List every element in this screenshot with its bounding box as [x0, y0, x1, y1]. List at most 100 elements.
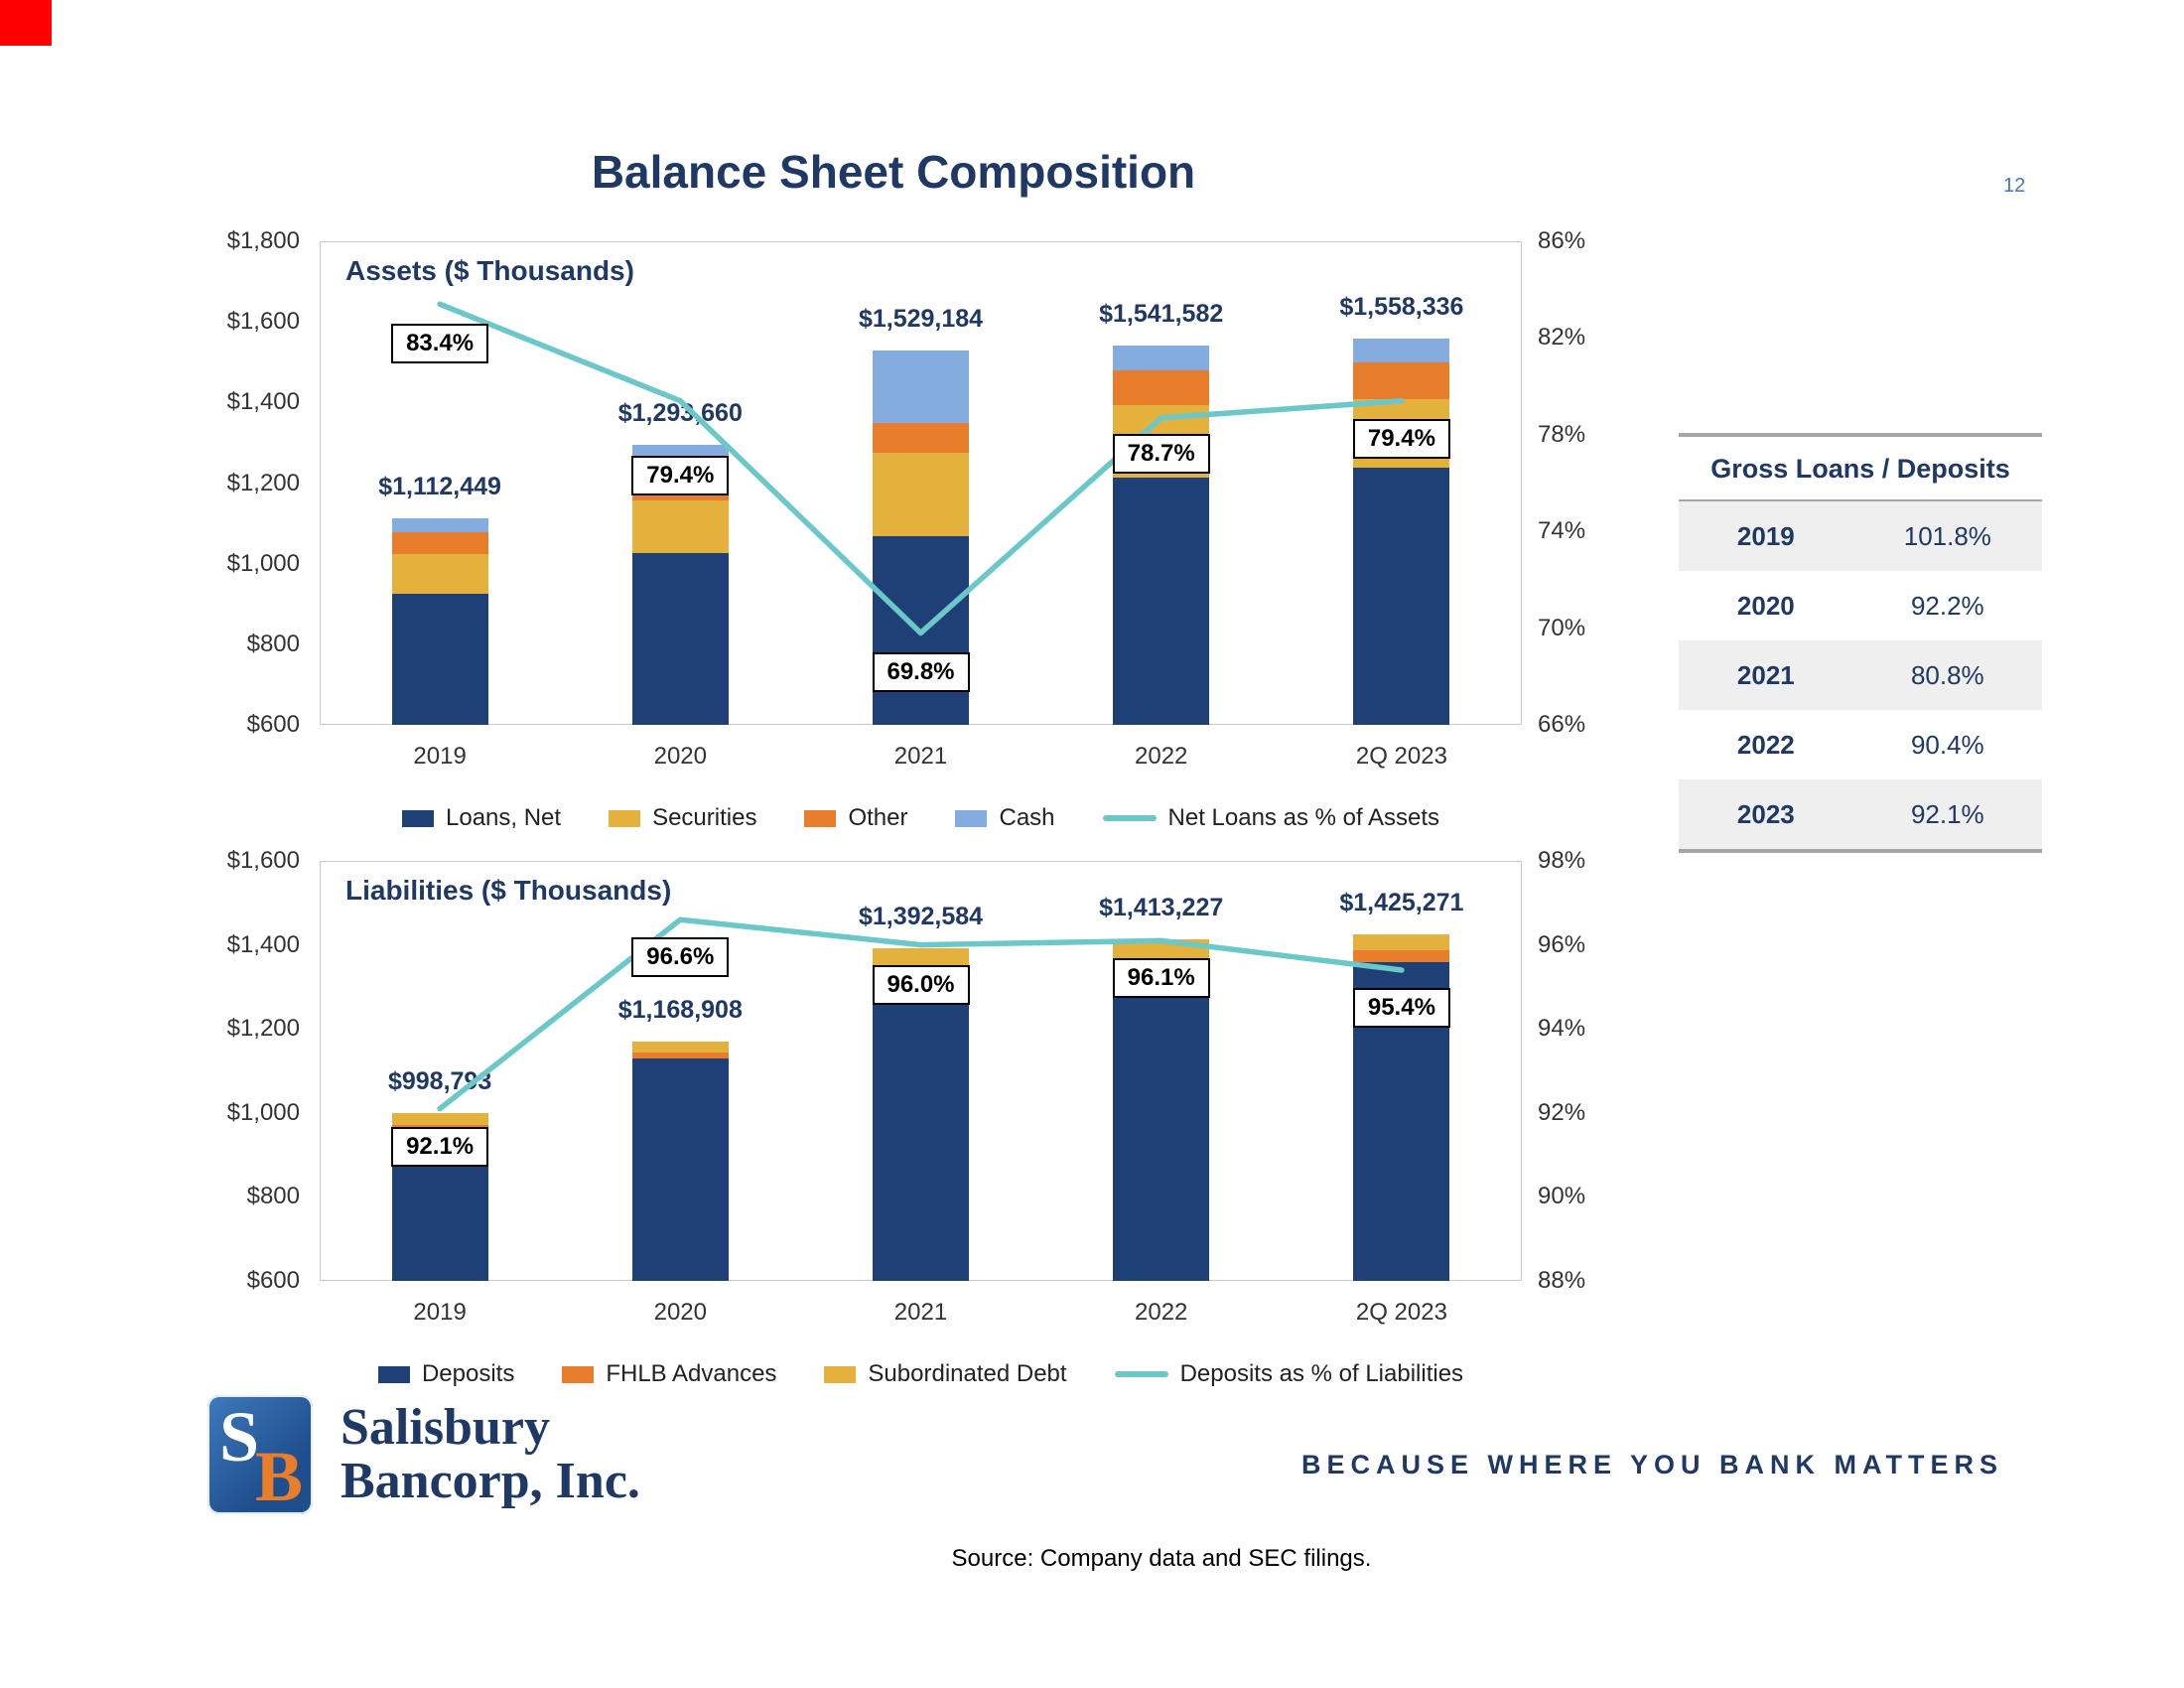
bar-segment-fhlb-advances — [1113, 958, 1210, 963]
legend-item-other: Other — [804, 804, 907, 832]
bar-segment-subordinated-debt — [391, 1113, 488, 1126]
fhlb-advances-swatch — [562, 1365, 595, 1383]
x-axis-category-label: 2019 — [413, 743, 467, 770]
table-year-cell: 2021 — [1736, 659, 1795, 690]
x-axis-category-label: 2019 — [413, 1299, 467, 1326]
bar-segment-securities — [873, 453, 969, 537]
other-swatch — [804, 809, 837, 827]
secondary-axis-tick-label: 98% — [1538, 847, 1586, 874]
bar-total-label: $1,541,582 — [1099, 299, 1224, 328]
y-axis-tick-label: $1,200 — [226, 1015, 300, 1043]
bar-total-label: $1,425,271 — [1339, 889, 1464, 917]
logo-letter-b: B — [254, 1437, 303, 1516]
bar-segment-other — [391, 532, 488, 554]
source-note: Source: Company data and SEC filings. — [951, 1545, 1372, 1572]
x-axis-category-label: 2020 — [653, 1299, 707, 1326]
bar-segment-loans-net — [873, 536, 969, 725]
y-axis-tick-label: $1,600 — [226, 308, 300, 336]
bar-segment-deposits — [1353, 961, 1450, 1281]
secondary-axis-tick-label: 66% — [1538, 711, 1586, 738]
bar-segment-deposits — [873, 971, 969, 1281]
trend-line-swatch — [1114, 1371, 1168, 1377]
bar-segment-cash — [1113, 345, 1210, 370]
legend-item-securities: Securities — [609, 804, 756, 832]
secondary-axis-tick-label: 90% — [1538, 1183, 1586, 1210]
chart-legend: Loans, Net Securities Other Cash Net Loans a… — [320, 800, 1522, 836]
legend-label: Deposits — [421, 1360, 515, 1387]
trend-line-swatch — [1102, 815, 1157, 821]
line-point-label: 83.4% — [391, 324, 489, 364]
tagline: BECAUSE WHERE YOU BANK MATTERS — [1300, 1450, 2003, 1479]
bar-segment-cash — [873, 350, 969, 424]
logo-line-1: Salisbury — [341, 1399, 550, 1456]
legend-label: Securities — [652, 804, 757, 831]
legend-item-subordinated-debt: Subordinated Debt — [824, 1360, 1067, 1388]
chart-title: Assets ($ Thousands) — [345, 255, 634, 286]
table-title: Gross Loans / Deposits — [1679, 433, 2042, 501]
table-value-cell: 101.8% — [1903, 520, 1991, 551]
legend-item-trend-line: Deposits as % of Liabilities — [1114, 1360, 1464, 1388]
bar-segment-securities — [391, 553, 488, 595]
bar-total-label: $1,413,227 — [1099, 894, 1224, 922]
bar-total-label: $1,558,336 — [1339, 293, 1464, 322]
table-year-cell: 2023 — [1736, 798, 1795, 829]
bar-segment-deposits — [631, 1058, 729, 1281]
line-point-label: 69.8% — [872, 652, 970, 693]
table-row: 2020 92.2% — [1679, 571, 2042, 640]
y-axis-tick-label: $600 — [246, 711, 300, 738]
bar-total-label: $1,392,584 — [858, 902, 984, 930]
bar-segment-loans-net — [1353, 468, 1450, 725]
x-axis-category-label: 2020 — [653, 743, 707, 770]
slide-title: Balance Sheet Composition — [591, 146, 1196, 198]
bar-segment-securities — [1353, 398, 1450, 469]
bar-segment-other — [1353, 361, 1450, 399]
bar-total-label: $1,168,908 — [617, 996, 743, 1025]
bar-segment-subordinated-debt — [1113, 939, 1210, 959]
y-axis-tick-label: $1,000 — [226, 549, 300, 577]
bar-segment-deposits — [391, 1146, 488, 1281]
line-point-label: 78.7% — [1112, 433, 1210, 474]
legend-label: Loans, Net — [446, 804, 562, 831]
legend-item-deposits: Deposits — [377, 1360, 515, 1388]
bar-segment-subordinated-debt — [631, 1042, 729, 1053]
table-row: 2021 80.8% — [1679, 640, 2042, 710]
line-point-label: 96.1% — [1112, 958, 1210, 999]
bar-segment-cash — [1353, 339, 1450, 362]
secondary-axis-tick-label: 94% — [1538, 1015, 1586, 1043]
y-axis-tick-label: $1,800 — [226, 227, 300, 254]
legend-label: Cash — [999, 804, 1055, 831]
logo-letter-s: S — [219, 1397, 260, 1477]
secondary-axis-tick-label: 96% — [1538, 930, 1586, 958]
secondary-axis-tick-label: 88% — [1538, 1267, 1586, 1294]
secondary-axis-tick-label: 82% — [1538, 324, 1586, 352]
legend-label: Deposits as % of Liabilities — [1179, 1360, 1464, 1387]
logo-text: Salisbury Bancorp, Inc. — [341, 1399, 640, 1508]
table-value-cell: 92.1% — [1910, 798, 1984, 829]
gross-loans-to-deposits-table: Gross Loans / Deposits 2019 101.8% 2020 92.… — [1679, 433, 2042, 853]
table-row: 2022 90.4% — [1679, 710, 2042, 779]
legend-label: Subordinated Debt — [868, 1360, 1067, 1387]
legend-item-trend-line: Net Loans as % of Assets — [1102, 804, 1439, 832]
secondary-axis-tick-label: 70% — [1538, 614, 1586, 641]
table-value-cell: 80.8% — [1910, 659, 1984, 690]
legend-label: Other — [848, 804, 908, 831]
legend-label: FHLB Advances — [606, 1360, 777, 1387]
secondary-axis-tick-label: 92% — [1538, 1098, 1586, 1126]
bar-segment-other — [873, 423, 969, 454]
y-axis-tick-label: $1,000 — [226, 1098, 300, 1126]
table-row: 2019 101.8% — [1679, 501, 2042, 571]
bar-total-label: $998,793 — [387, 1067, 492, 1096]
bar-segment-deposits — [1113, 962, 1210, 1281]
line-point-label: 96.6% — [631, 937, 730, 978]
page-number: 12 — [2003, 175, 2026, 197]
secondary-axis-tick-label: 86% — [1538, 227, 1586, 254]
line-point-label: 79.4% — [631, 455, 730, 495]
bar-total-label: $1,293,660 — [617, 399, 743, 428]
bar-segment-subordinated-debt — [873, 947, 969, 968]
y-axis-tick-label: $1,200 — [226, 469, 300, 496]
x-axis-category-label: 2021 — [893, 743, 948, 770]
deposits-swatch — [377, 1365, 410, 1383]
bar-segment-fhlb-advances — [631, 1052, 729, 1059]
bar-segment-cash — [391, 518, 488, 533]
